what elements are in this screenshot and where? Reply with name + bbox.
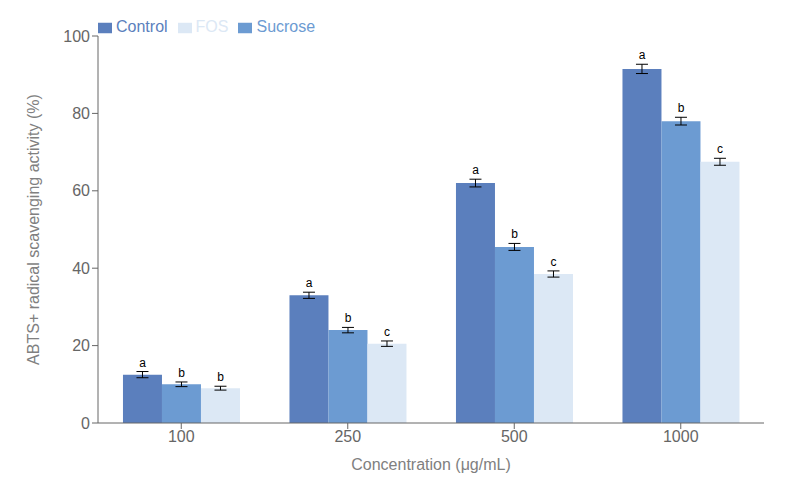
svg-text:a: a — [639, 48, 646, 62]
svg-text:c: c — [384, 325, 390, 339]
svg-text:Concentration (μg/mL): Concentration (μg/mL) — [351, 456, 511, 473]
svg-text:c: c — [717, 142, 723, 156]
svg-text:20: 20 — [72, 337, 90, 354]
svg-text:b: b — [511, 227, 518, 241]
svg-text:100: 100 — [168, 428, 195, 445]
svg-text:b: b — [217, 370, 224, 384]
svg-text:b: b — [345, 311, 352, 325]
svg-text:1000: 1000 — [663, 428, 699, 445]
html-text:Control: Control — [116, 18, 168, 35]
svg-text:a: a — [139, 356, 146, 370]
svg-text:60: 60 — [72, 182, 90, 199]
svg-text:a: a — [472, 163, 479, 177]
svg-text:b: b — [178, 366, 185, 380]
svg-text:40: 40 — [72, 260, 90, 277]
html-text:FOS: FOS — [195, 18, 229, 35]
html-text:Sucrose: Sucrose — [256, 18, 316, 35]
svg-text:c: c — [550, 255, 556, 269]
svg-text:500: 500 — [501, 428, 528, 445]
svg-text:100: 100 — [63, 28, 90, 45]
svg-text:80: 80 — [72, 105, 90, 122]
svg-text:250: 250 — [334, 428, 361, 445]
svg-text:0: 0 — [81, 415, 90, 432]
svg-text:ABTS+ radical scavenging activ: ABTS+ radical scavenging activity (%) — [25, 94, 42, 365]
svg-text:b: b — [678, 101, 685, 115]
svg-text:a: a — [306, 276, 313, 290]
